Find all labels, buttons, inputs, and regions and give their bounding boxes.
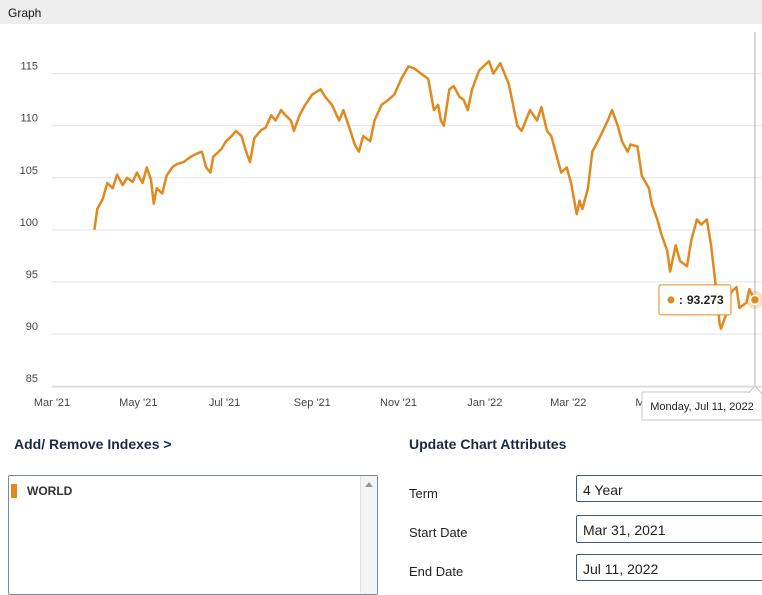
update-chart-attributes-heading: Update Chart Attributes bbox=[409, 436, 567, 452]
index-list[interactable]: WORLD bbox=[8, 475, 378, 595]
tooltip-separator: : bbox=[679, 293, 683, 307]
x-tick-label: Mar '21 bbox=[34, 397, 70, 409]
index-color-swatch bbox=[11, 484, 17, 498]
graph-header: Graph bbox=[0, 0, 762, 24]
x-tick-label: Jan '22 bbox=[467, 397, 502, 409]
scroll-up-arrow-icon[interactable] bbox=[365, 482, 373, 487]
crosshair-date-label: Monday, Jul 11, 2022 bbox=[650, 401, 754, 413]
x-tick-label: Nov '21 bbox=[380, 397, 417, 409]
y-tick-label: 85 bbox=[26, 373, 38, 385]
x-tick-label: May '21 bbox=[119, 397, 157, 409]
hover-marker bbox=[749, 294, 761, 306]
y-tick-label: 105 bbox=[20, 165, 38, 177]
x-tick-label: Jul '21 bbox=[209, 397, 240, 409]
y-tick-label: 90 bbox=[26, 321, 38, 333]
start-date-label: Start Date bbox=[409, 525, 468, 540]
series-line-world[interactable] bbox=[93, 59, 757, 330]
end-date-label: End Date bbox=[409, 564, 464, 579]
y-tick-label: 115 bbox=[20, 61, 38, 73]
value-tooltip bbox=[658, 284, 732, 316]
term-select[interactable]: 4 Year bbox=[576, 475, 762, 502]
term-label: Term bbox=[409, 486, 438, 501]
line-chart[interactable]: 85 90 95 100 105 110 115 Mar '21 May '21 Jul '21 S… bbox=[0, 24, 762, 424]
add-remove-indexes-link[interactable]: Add/ Remove Indexes > bbox=[14, 436, 172, 452]
end-date-field[interactable]: Jul 11, 2022 bbox=[576, 554, 762, 581]
crosshair-date-label-box bbox=[641, 391, 762, 421]
index-name: WORLD bbox=[27, 484, 73, 498]
tooltip-series-dot bbox=[667, 296, 675, 304]
start-date-field[interactable]: Mar 31, 2021 bbox=[576, 515, 762, 543]
x-tick-label: Sep '21 bbox=[294, 397, 331, 409]
x-tick-label: Mar '22 bbox=[550, 397, 586, 409]
index-list-scrollbar[interactable] bbox=[360, 476, 377, 594]
y-tick-label: 110 bbox=[20, 113, 38, 125]
tooltip-value: 93.273 bbox=[687, 293, 724, 307]
y-tick-label: 100 bbox=[20, 217, 38, 229]
y-tick-label: 95 bbox=[26, 269, 38, 281]
graph-title: Graph bbox=[8, 6, 42, 20]
